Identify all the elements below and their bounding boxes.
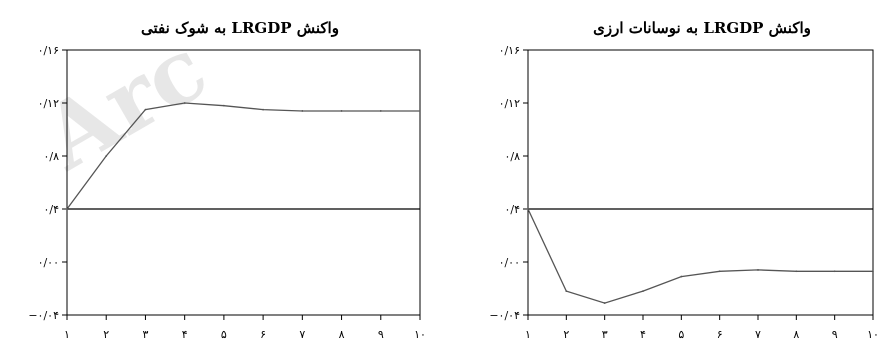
- chart-panel-1: واکنش LRGDP به شوک نفتی −۰/۰۴ ۰/۰۰ ۰/۴ ۰/۸ ۰/…: [28, 19, 426, 341]
- plot-frame: [527, 49, 874, 316]
- chart-title: واکنش LRGDP به نوسانات ارزی: [593, 19, 811, 37]
- y-tick-label: ۰/۸: [504, 150, 520, 163]
- x-tick-label: ۹: [832, 328, 838, 341]
- data-point: [340, 110, 343, 112]
- x-tick-label: ۴: [182, 328, 188, 341]
- series-line: [66, 102, 420, 210]
- data-point: [795, 270, 798, 273]
- x-tick-label: ۱۰: [867, 328, 879, 341]
- chart-title: واکنش LRGDP به شوک نفتی: [141, 19, 339, 37]
- data-point: [833, 270, 836, 273]
- data-point: [379, 110, 382, 112]
- x-tick-label: ۴: [640, 328, 646, 341]
- y-tick-label: −۰/۰۴: [28, 309, 59, 322]
- x-tick-label: ۱: [525, 328, 531, 341]
- x-tick-label: ۸: [339, 328, 345, 341]
- data-point: [262, 108, 265, 111]
- x-tick-label: ۵: [678, 328, 684, 341]
- x-tick-label: ۱۰: [414, 328, 426, 341]
- y-tick-label: ۰/۱۲: [38, 97, 60, 110]
- data-point: [872, 270, 874, 273]
- data-point: [301, 110, 304, 112]
- x-tick-label: ۲: [103, 328, 109, 341]
- data-point: [222, 104, 225, 107]
- data-point: [66, 208, 68, 210]
- series-line: [527, 208, 873, 304]
- plot-frame: [66, 49, 421, 316]
- data-point: [183, 102, 186, 104]
- data-point: [603, 302, 606, 304]
- data-point: [680, 275, 683, 278]
- x-tick-label: ۹: [378, 328, 384, 341]
- data-point: [565, 290, 568, 293]
- x-tick-label: ۵: [221, 328, 227, 341]
- data-point: [527, 208, 529, 210]
- data-point: [718, 270, 721, 273]
- data-point: [757, 269, 759, 271]
- data-point: [419, 110, 421, 112]
- y-tick-label: ۰/۰۰: [38, 256, 59, 269]
- y-tick-label: ۰/۴: [504, 203, 520, 216]
- x-tick-label: ۲: [563, 328, 569, 341]
- y-tick-label: ۰/۰۰: [499, 256, 520, 269]
- data-point: [642, 290, 644, 293]
- y-tick-label: ۰/۱۶: [38, 44, 59, 57]
- x-tick-label: ۷: [755, 328, 761, 341]
- x-tick-label: ۳: [602, 328, 608, 341]
- x-tick-label: ۱: [64, 328, 70, 341]
- chart-panel-2: واکنش LRGDP به نوسانات ارزی −۰/۰۴ ۰/۰۰ ۰/۴ ۰…: [489, 19, 879, 341]
- data-point: [105, 155, 108, 157]
- y-tick-label: ۰/۱۶: [499, 44, 520, 57]
- y-tick-label: ۰/۸: [43, 150, 59, 163]
- y-tick-label: ۰/۴: [43, 203, 59, 216]
- x-tick-label: ۷: [299, 328, 305, 341]
- y-tick-label: −۰/۰۴: [489, 309, 520, 322]
- y-tick-label: ۰/۱۲: [499, 97, 521, 110]
- x-tick-label: ۶: [260, 328, 266, 341]
- data-point: [144, 108, 147, 111]
- x-tick-label: ۶: [717, 328, 723, 341]
- x-tick-label: ۳: [142, 328, 148, 341]
- x-tick-label: ۸: [793, 328, 799, 341]
